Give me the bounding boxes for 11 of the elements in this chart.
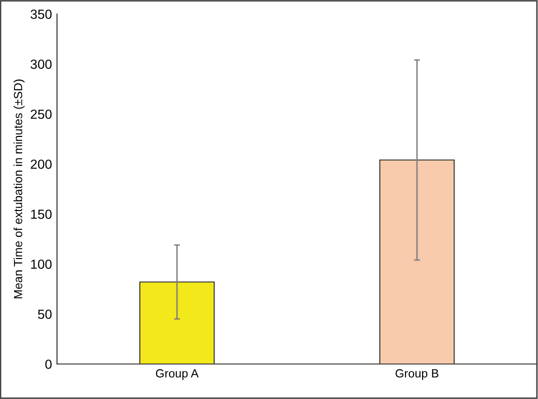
y-tick-label: 200 [30,160,52,169]
y-tick-label: 350 [30,10,52,19]
y-tick-label: 150 [31,210,52,219]
y-tick-label: 300 [30,60,52,69]
y-tick-label: 100 [31,260,52,269]
y-tick-label: 250 [30,110,52,119]
y-axis-title: Mean Time of extubation in minutes (±SD) [14,80,25,298]
x-tick-label: Group B [396,369,438,380]
x-tick-label: Group A [156,369,199,380]
y-tick-label: 0 [45,360,52,369]
y-tick-label: 50 [38,310,52,319]
